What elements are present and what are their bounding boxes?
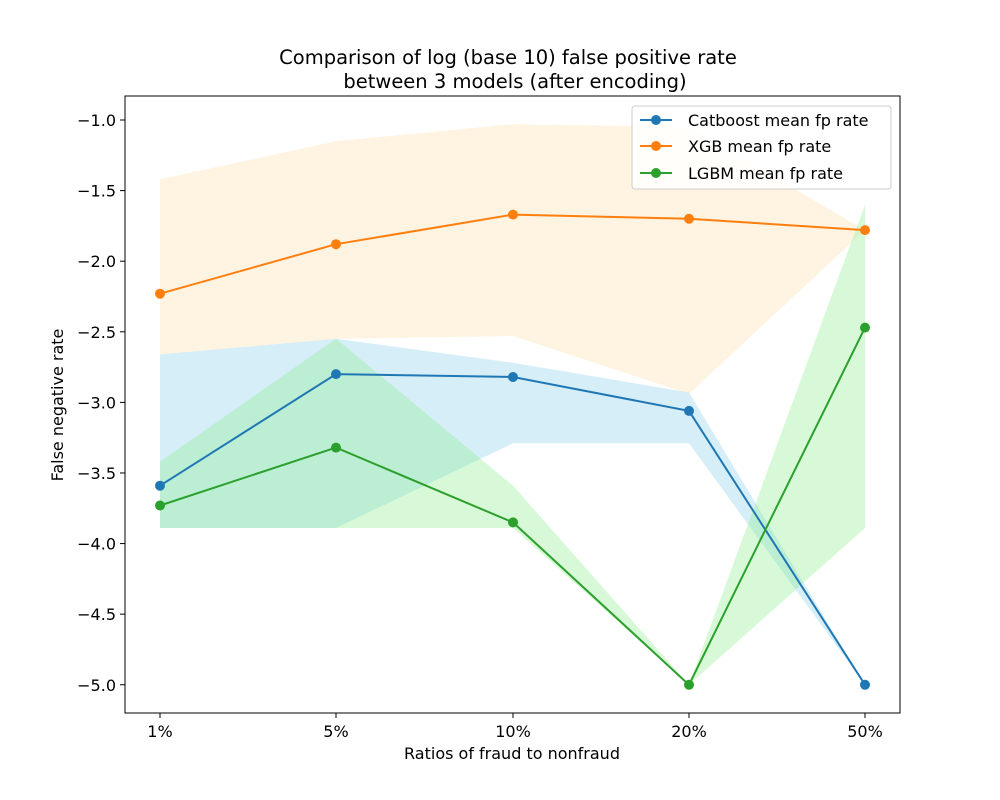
y-axis-ticks: −1.0 −1.5 −2.0 −2.5 −3.0 −3.5 −4.0 −4.5 −5.0 bbox=[77, 111, 125, 695]
xgb-point-1% bbox=[155, 288, 165, 299]
legend-marker-catboost bbox=[651, 115, 661, 125]
x-axis-ticks: 1% 5% 10% 20% 50% bbox=[147, 713, 883, 741]
x-tick-label: 20% bbox=[671, 722, 707, 741]
legend-label-catboost: Catboost mean fp rate bbox=[688, 111, 869, 130]
chart-title-line-1: Comparison of log (base 10) false positi… bbox=[279, 46, 737, 69]
y-tick-label: −4.0 bbox=[77, 535, 116, 554]
lgbm-point-5% bbox=[331, 442, 341, 453]
catboost-confidence-band bbox=[160, 338, 865, 685]
legend-box bbox=[631, 105, 892, 190]
y-tick-label: −2.5 bbox=[77, 323, 116, 342]
y-tick-label: −3.0 bbox=[77, 393, 116, 412]
legend-label-lgbm: LGBM mean fp rate bbox=[688, 164, 843, 183]
y-tick-label: −1.5 bbox=[77, 182, 116, 201]
catboost-point-1% bbox=[155, 480, 165, 491]
legend-marker-xgb bbox=[651, 141, 661, 151]
lgbm-point-10% bbox=[508, 517, 518, 528]
catboost-point-5% bbox=[331, 369, 341, 380]
xgb-point-5% bbox=[331, 239, 341, 250]
y-tick-label: −4.5 bbox=[77, 605, 116, 624]
x-tick-label: 50% bbox=[847, 722, 883, 741]
lgbm-confidence-band bbox=[160, 204, 865, 685]
y-tick-label: −1.0 bbox=[77, 111, 116, 130]
x-tick-label: 10% bbox=[495, 722, 531, 741]
lgbm-point-50% bbox=[860, 322, 870, 333]
legend-label-xgb: XGB mean fp rate bbox=[688, 137, 831, 156]
y-tick-label: −3.5 bbox=[77, 464, 116, 483]
x-tick-label: 1% bbox=[147, 722, 172, 741]
x-axis-title: Ratios of fraud to nonfraud bbox=[404, 744, 620, 763]
lgbm-point-20% bbox=[684, 679, 694, 690]
catboost-point-20% bbox=[684, 405, 694, 416]
y-tick-label: −2.0 bbox=[77, 252, 116, 271]
legend-marker-lgbm bbox=[651, 168, 661, 178]
y-tick-label: −5.0 bbox=[77, 676, 116, 695]
xgb-point-50% bbox=[860, 225, 870, 236]
y-axis-title: False negative rate bbox=[48, 329, 67, 482]
xgb-point-10% bbox=[508, 209, 518, 220]
catboost-point-10% bbox=[508, 372, 518, 382]
confidence-bands bbox=[160, 124, 865, 685]
lgbm-point-1% bbox=[155, 500, 165, 511]
catboost-point-50% bbox=[860, 679, 870, 690]
legend: Catboost mean fp rate XGB mean fp rate LGB… bbox=[631, 105, 892, 190]
chart-title-line-2: between 3 models (after encoding) bbox=[343, 70, 686, 93]
xgb-confidence-band bbox=[160, 124, 865, 394]
x-tick-label: 5% bbox=[323, 722, 348, 741]
xgb-point-20% bbox=[684, 213, 694, 224]
series-lines bbox=[155, 209, 870, 690]
